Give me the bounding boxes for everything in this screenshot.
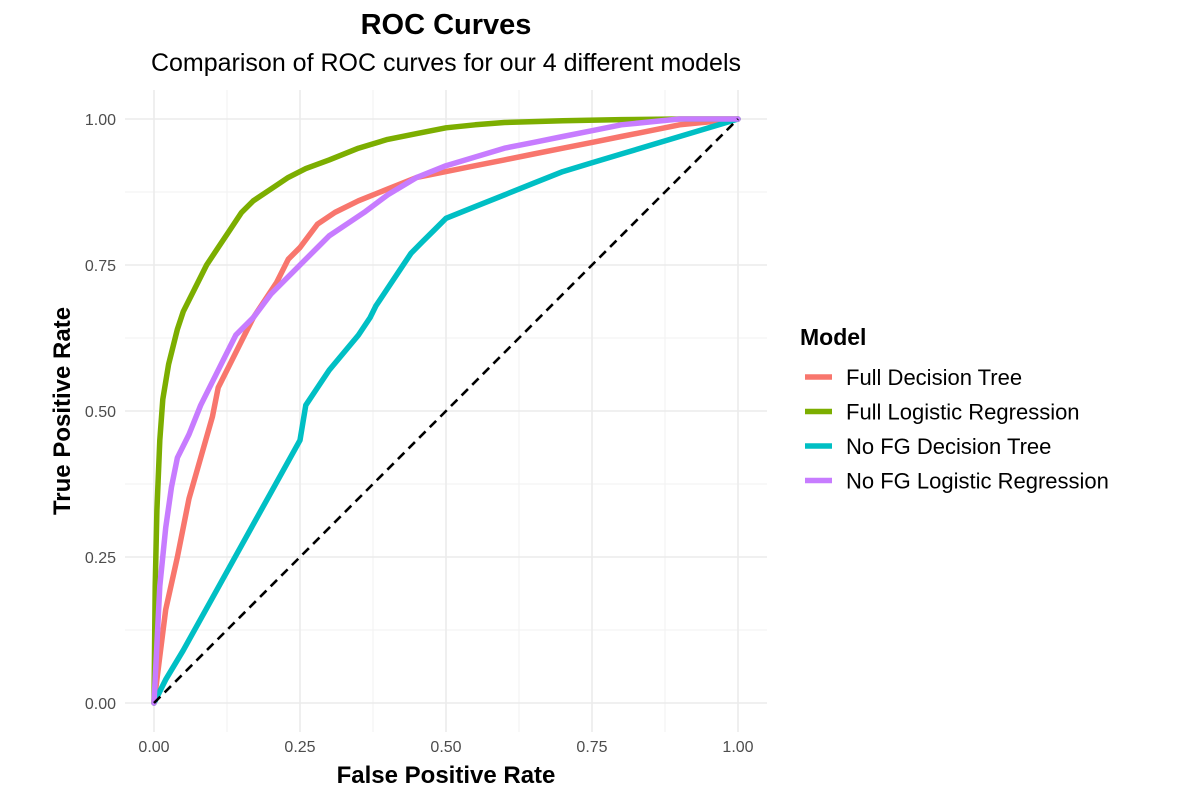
legend-label-full-decision-tree: Full Decision Tree — [846, 365, 1022, 390]
legend: Model Full Decision Tree Full Logistic Re… — [800, 324, 1109, 494]
series-layer — [151, 116, 741, 706]
series-line-full-logistic-regression — [151, 116, 741, 706]
x-tick-label: 1.00 — [722, 739, 753, 756]
legend-label-no-fg-decision-tree: No FG Decision Tree — [846, 434, 1051, 459]
legend-title: Model — [800, 324, 866, 350]
x-tick-label: 0.50 — [430, 739, 461, 756]
y-tick-label: 0.25 — [85, 550, 116, 567]
y-axis-title: True Positive Rate — [49, 307, 76, 515]
reference-line-layer — [153, 118, 739, 704]
y-tick-label: 1.00 — [85, 112, 116, 129]
chart-title: ROC Curves — [361, 9, 532, 41]
legend-items: Full Decision Tree Full Logistic Regressi… — [805, 365, 1109, 494]
x-tick-label: 0.00 — [138, 739, 169, 756]
x-tick-label: 0.75 — [576, 739, 607, 756]
series-line-no-fg-decision-tree — [151, 116, 741, 706]
series-line-no-fg-logistic-regression — [151, 116, 741, 706]
x-axis-title: False Positive Rate — [337, 762, 556, 789]
y-tick-label: 0.75 — [85, 258, 116, 275]
legend-label-full-logistic-regression: Full Logistic Regression — [846, 400, 1080, 425]
x-axis-ticks: 0.00 0.25 0.50 0.75 1.00 — [138, 739, 753, 756]
y-axis-ticks: 0.00 0.25 0.50 0.75 1.00 — [85, 112, 116, 713]
chart-subtitle: Comparison of ROC curves for our 4 diffe… — [151, 49, 741, 77]
x-tick-label: 0.25 — [284, 739, 315, 756]
y-tick-label: 0.50 — [85, 404, 116, 421]
series-line-full-decision-tree — [151, 116, 741, 706]
y-tick-label: 0.00 — [85, 696, 116, 713]
reference-diagonal-line — [153, 118, 739, 704]
legend-label-no-fg-logistic-regression: No FG Logistic Regression — [846, 469, 1109, 494]
